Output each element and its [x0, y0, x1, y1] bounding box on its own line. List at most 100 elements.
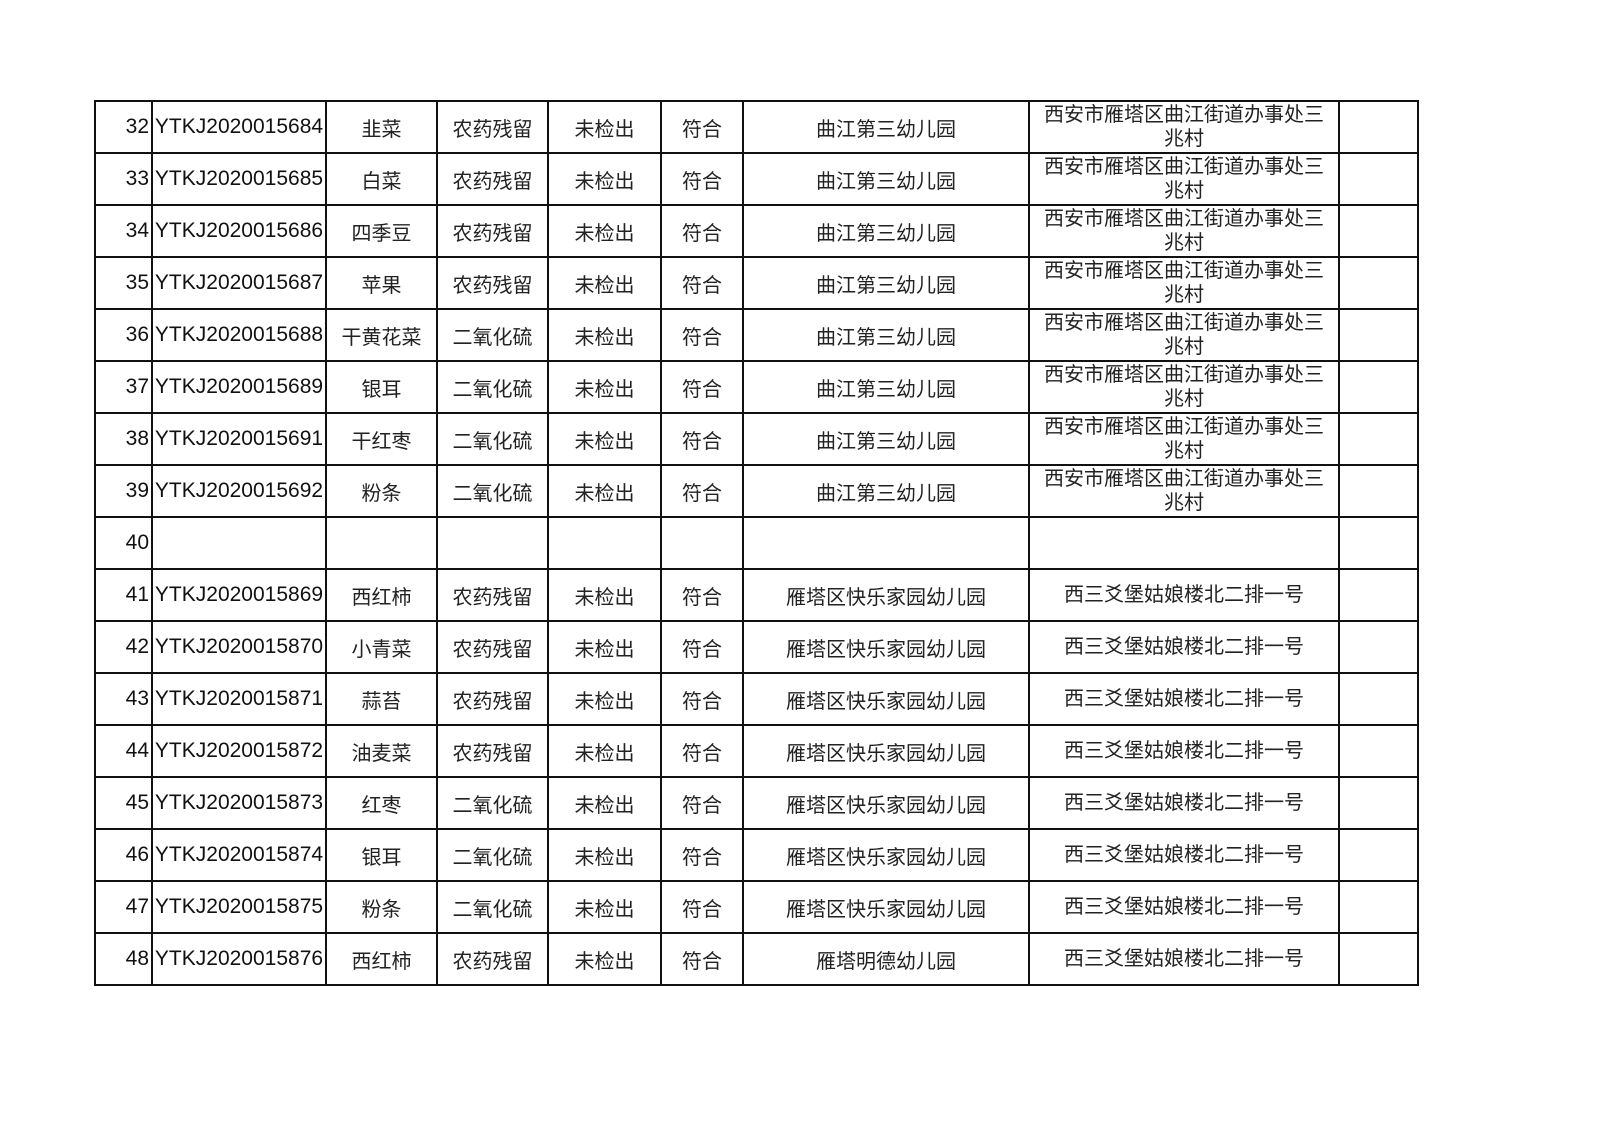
sampled-unit: 雁塔区快乐家园幼儿园 — [786, 690, 986, 713]
sample-name-cell: 小青菜 — [325, 620, 438, 674]
verdict-cell: 符合 — [660, 412, 744, 466]
row-number: 32 — [125, 115, 149, 138]
test-item-cell: 二氧化硫 — [436, 880, 549, 934]
unit-address: 西三爻堡姑娘楼北二排一号 — [1064, 844, 1304, 866]
sample-name: 银耳 — [361, 846, 402, 869]
test-item-cell: 农药残留 — [436, 620, 549, 674]
row-number-cell: 45 — [94, 776, 153, 830]
test-item-cell: 二氧化硫 — [436, 828, 549, 882]
test-item: 二氧化硫 — [452, 482, 533, 505]
sample-name-cell: 西红柿 — [325, 932, 438, 986]
sampled-unit: 雁塔区快乐家园幼儿园 — [786, 898, 986, 921]
verdict: 符合 — [682, 690, 722, 713]
verdict: 符合 — [682, 898, 722, 921]
test-item: 二氧化硫 — [452, 898, 533, 921]
sampled-unit: 曲江第三幼儿园 — [816, 274, 956, 297]
row-number: 44 — [125, 739, 149, 762]
verdict-cell: 符合 — [660, 152, 744, 206]
row-number-cell: 48 — [94, 932, 153, 986]
row-number-cell: 34 — [94, 204, 153, 258]
table-row: 36 YTKJ2020015688 干黄花菜 二氧化硫 未检出 符合 曲江第三幼儿园 西安市雁… — [94, 308, 1419, 362]
sampled-unit-cell: 雁塔区快乐家园幼儿园 — [742, 620, 1030, 674]
unit-address-cell: 西三爻堡姑娘楼北二排一号 — [1028, 932, 1340, 986]
sample-name: 西红柿 — [351, 586, 412, 609]
test-result: 未检出 — [574, 274, 635, 297]
verdict-cell: 符合 — [660, 932, 744, 986]
sample-name-cell: 四季豆 — [325, 204, 438, 258]
test-item-cell: 二氧化硫 — [436, 360, 549, 414]
verdict: 符合 — [682, 118, 722, 141]
test-result-cell: 未检出 — [547, 464, 662, 518]
sample-id-cell: YTKJ2020015870 — [151, 620, 327, 674]
test-result-cell: 未检出 — [547, 204, 662, 258]
test-item: 二氧化硫 — [452, 846, 533, 869]
sampled-unit-cell: 曲江第三幼儿园 — [742, 152, 1030, 206]
test-result-cell: 未检出 — [547, 776, 662, 830]
unit-address: 西三爻堡姑娘楼北二排一号 — [1064, 584, 1304, 606]
table-row: 34 YTKJ2020015686 四季豆 农药残留 未检出 符合 曲江第三幼儿园 西安市雁塔… — [94, 204, 1419, 258]
verdict-cell: 符合 — [660, 308, 744, 362]
unit-address-cell: 西三爻堡姑娘楼北二排一号 — [1028, 568, 1340, 622]
sample-id-cell: YTKJ2020015686 — [151, 204, 327, 258]
row-number: 39 — [125, 479, 149, 502]
sampled-unit: 雁塔区快乐家园幼儿园 — [786, 794, 986, 817]
sample-id-cell: YTKJ2020015874 — [151, 828, 327, 882]
sample-name: 油麦菜 — [351, 742, 412, 765]
sample-id-cell: YTKJ2020015692 — [151, 464, 327, 518]
sampled-unit-cell: 曲江第三幼儿园 — [742, 204, 1030, 258]
unit-address: 西三爻堡姑娘楼北二排一号 — [1064, 792, 1304, 814]
table-row: 33 YTKJ2020015685 白菜 农药残留 未检出 符合 曲江第三幼儿园 西安市雁塔区… — [94, 152, 1419, 206]
row-number-cell: 44 — [94, 724, 153, 778]
row-number: 34 — [125, 219, 149, 242]
table-row: 46 YTKJ2020015874 银耳 二氧化硫 未检出 符合 雁塔区快乐家园幼儿园 西三爻… — [94, 828, 1419, 882]
row-number-cell: 38 — [94, 412, 153, 466]
sample-name-cell: 干红枣 — [325, 412, 438, 466]
sampled-unit: 曲江第三幼儿园 — [816, 378, 956, 401]
test-item-cell: 农药残留 — [436, 204, 549, 258]
test-result: 未检出 — [574, 222, 635, 245]
row-number-cell: 41 — [94, 568, 153, 622]
test-result: 未检出 — [574, 118, 635, 141]
sample-name-cell: 粉条 — [325, 880, 438, 934]
sampled-unit-cell: 曲江第三幼儿园 — [742, 308, 1030, 362]
sampled-unit-cell: 雁塔明德幼儿园 — [742, 932, 1030, 986]
sample-id: YTKJ2020015686 — [154, 219, 324, 242]
unit-address: 西安市雁塔区曲江街道办事处三兆村 — [1044, 156, 1324, 202]
sample-id-cell: YTKJ2020015875 — [151, 880, 327, 934]
sample-name: 粉条 — [361, 482, 402, 505]
unit-address-cell: 西三爻堡姑娘楼北二排一号 — [1028, 828, 1340, 882]
test-result: 未检出 — [574, 742, 635, 765]
sampled-unit-cell: 曲江第三幼儿园 — [742, 360, 1030, 414]
unit-address: 西安市雁塔区曲江街道办事处三兆村 — [1044, 312, 1324, 358]
sampled-unit-cell: 曲江第三幼儿园 — [742, 412, 1030, 466]
test-result: 未检出 — [574, 326, 635, 349]
table-row: 43 YTKJ2020015871 蒜苔 农药残留 未检出 符合 雁塔区快乐家园幼儿园 西三爻… — [94, 672, 1419, 726]
sampled-unit: 雁塔明德幼儿园 — [816, 950, 956, 973]
sample-name: 白菜 — [361, 170, 402, 193]
unit-address-cell: 西三爻堡姑娘楼北二排一号 — [1028, 724, 1340, 778]
sample-name-cell — [325, 516, 438, 570]
unit-address: 西三爻堡姑娘楼北二排一号 — [1064, 636, 1304, 658]
unit-address-cell — [1028, 516, 1340, 570]
sample-id: YTKJ2020015689 — [154, 375, 324, 398]
verdict: 符合 — [682, 586, 722, 609]
sampled-unit-cell: 雁塔区快乐家园幼儿园 — [742, 880, 1030, 934]
test-result: 未检出 — [574, 950, 635, 973]
test-item-cell: 二氧化硫 — [436, 776, 549, 830]
sample-name: 粉条 — [361, 898, 402, 921]
test-item-cell — [436, 516, 549, 570]
sample-name-cell: 韭菜 — [325, 100, 438, 154]
sample-id: YTKJ2020015876 — [154, 947, 324, 970]
table-row: 32 YTKJ2020015684 韭菜 农药残留 未检出 符合 曲江第三幼儿园 西安市雁塔区… — [94, 100, 1419, 154]
sample-id: YTKJ2020015870 — [154, 635, 324, 658]
unit-address-cell: 西三爻堡姑娘楼北二排一号 — [1028, 776, 1340, 830]
sampled-unit: 雁塔区快乐家园幼儿园 — [786, 846, 986, 869]
unit-address-cell: 西三爻堡姑娘楼北二排一号 — [1028, 620, 1340, 674]
verdict-cell: 符合 — [660, 672, 744, 726]
test-item: 二氧化硫 — [452, 326, 533, 349]
sample-id: YTKJ2020015684 — [154, 115, 324, 138]
note-cell — [1338, 464, 1419, 518]
test-item: 农药残留 — [452, 950, 533, 973]
test-item: 农药残留 — [452, 690, 533, 713]
unit-address: 西安市雁塔区曲江街道办事处三兆村 — [1044, 468, 1324, 514]
